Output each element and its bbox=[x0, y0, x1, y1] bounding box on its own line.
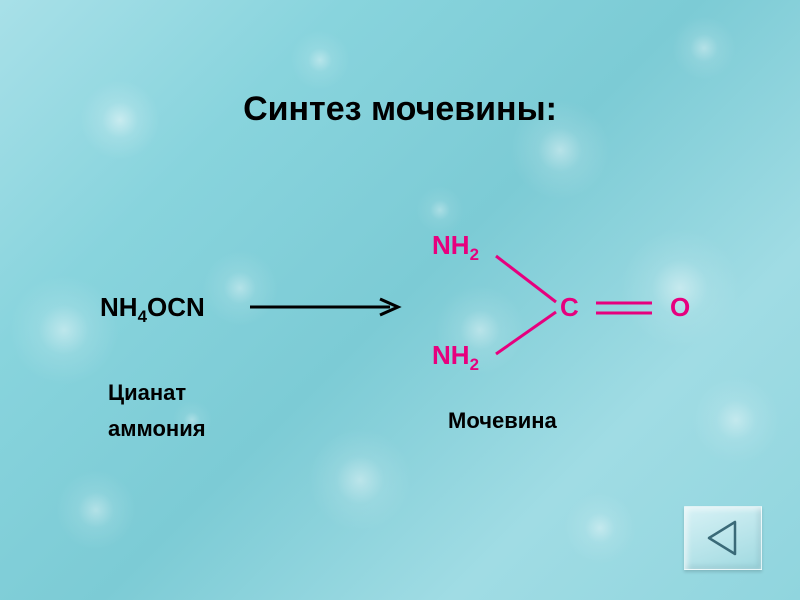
reactant-sub4: 4 bbox=[138, 307, 147, 326]
nh2-bot-sub: 2 bbox=[470, 355, 479, 374]
nh2-bottom: NH2 bbox=[432, 340, 479, 375]
nh2-bot-nh: NH bbox=[432, 340, 470, 370]
bond-top bbox=[492, 252, 562, 310]
slide-content: Синтез мочевины: NH4OCN Цианат аммония N… bbox=[0, 0, 800, 600]
reactant-label-1: Цианат bbox=[108, 380, 186, 406]
reactant-ocn: OCN bbox=[147, 292, 205, 322]
reaction-arrow-icon bbox=[250, 296, 410, 318]
product-label: Мочевина bbox=[448, 408, 557, 434]
nh2-top-sub: 2 bbox=[470, 245, 479, 264]
reactant-formula: NH4OCN bbox=[100, 292, 205, 327]
slide-title: Синтез мочевины: bbox=[0, 90, 800, 129]
reactant-nh: NH bbox=[100, 292, 138, 322]
triangle-left-icon bbox=[703, 518, 743, 558]
reactant-label-2: аммония bbox=[108, 416, 206, 442]
carbon-atom: C bbox=[560, 292, 579, 323]
nh2-top-nh: NH bbox=[432, 230, 470, 260]
bond-bottom bbox=[492, 306, 562, 362]
nh2-top: NH2 bbox=[432, 230, 479, 265]
oxygen-atom: O bbox=[670, 292, 690, 323]
double-bond bbox=[592, 298, 660, 318]
nav-back-button[interactable] bbox=[684, 506, 762, 570]
